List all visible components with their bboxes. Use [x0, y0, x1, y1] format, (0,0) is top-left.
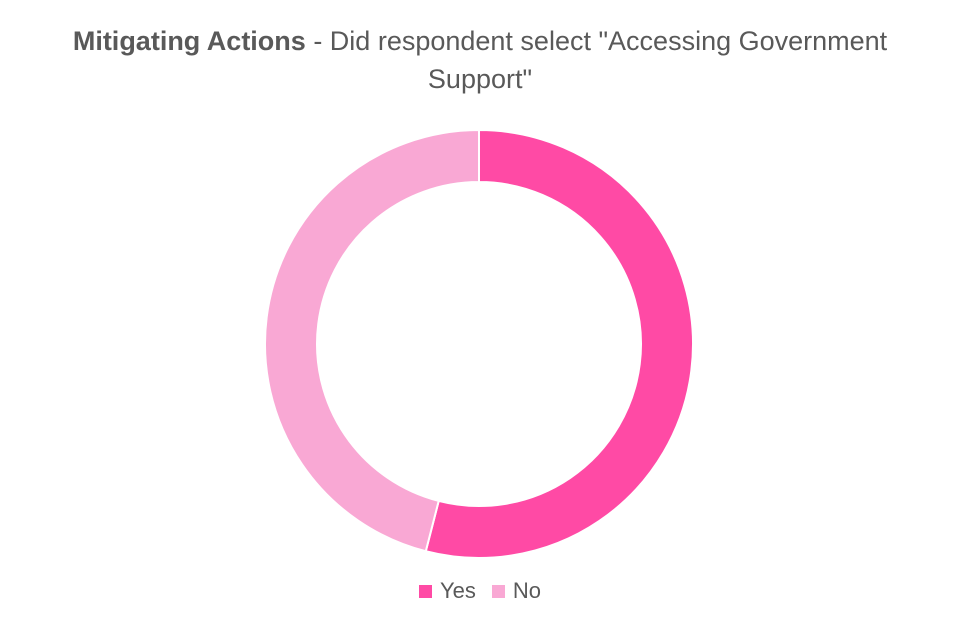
chart-title: Mitigating Actions - Did respondent sele…: [40, 22, 920, 98]
legend: Yes No: [0, 578, 960, 604]
donut-slice-no: [264, 128, 480, 553]
donut-slice-yes: [424, 128, 694, 559]
chart-title-rest: - Did respondent select "Accessing Gover…: [305, 26, 888, 94]
donut-slices: [264, 128, 694, 559]
chart-title-bold: Mitigating Actions: [72, 26, 306, 56]
legend-swatch-yes: [418, 584, 432, 598]
legend-label-yes: Yes: [439, 578, 476, 603]
legend-item-no: No: [491, 578, 541, 604]
legend-item-yes: Yes: [418, 578, 476, 604]
legend-swatch-no: [491, 584, 505, 598]
legend-label-no: No: [512, 578, 541, 603]
